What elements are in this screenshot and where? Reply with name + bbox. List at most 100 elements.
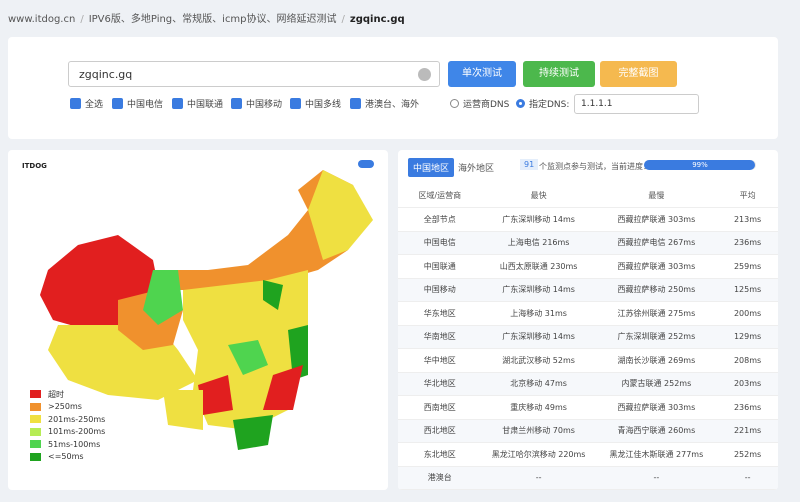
- region: [143, 270, 183, 325]
- checkbox-label: 全选: [85, 100, 104, 110]
- breadcrumb-current: zgqinc.gq: [349, 14, 405, 25]
- table-cell: 236ms: [717, 231, 778, 255]
- table-cell: 港澳台: [398, 466, 482, 490]
- screenshot-button[interactable]: 完整截图: [600, 61, 677, 87]
- table-cell: 重庆移动 49ms: [481, 395, 596, 420]
- table-cell: --: [717, 466, 778, 490]
- table-cell: 甘肃兰州移动 70ms: [481, 419, 596, 443]
- table-cell: 203ms: [717, 372, 778, 396]
- results-card: 中国地区 海外地区 91 个监测点参与测试，当前进度： 99% 区域/运营商 最快…: [398, 150, 778, 490]
- table-cell: 259ms: [717, 254, 778, 279]
- continuous-test-button[interactable]: 持续测试: [523, 61, 595, 87]
- table-cell: 中国联通: [398, 254, 482, 279]
- table-cell: 广东深圳移动 14ms: [481, 278, 596, 302]
- table-cell: 西藏拉萨移动 250ms: [595, 278, 718, 302]
- table-cell: 华中地区: [398, 348, 482, 373]
- region: [163, 390, 203, 430]
- legend-item: 51ms-100ms: [30, 438, 105, 451]
- table-cell: --: [481, 466, 596, 490]
- checkbox[interactable]: 港澳台、海外: [350, 97, 419, 110]
- table-cell: 西北地区: [398, 419, 482, 443]
- table-cell: 西藏拉萨联通 303ms: [595, 395, 718, 420]
- legend-item: 101ms-200ms: [30, 426, 105, 439]
- table-cell: 西藏拉萨电信 267ms: [595, 231, 718, 255]
- region: [228, 340, 268, 375]
- region: [263, 280, 283, 310]
- checkbox[interactable]: 中国电信: [112, 97, 163, 110]
- table-cell: 236ms: [717, 395, 778, 420]
- dns-radio[interactable]: 运营商DNS: [450, 97, 509, 110]
- breadcrumb: www.itdog.cn / IPV6版、多地Ping、常规版、icmp协议、网络延…: [8, 14, 405, 25]
- table-cell: 252ms: [717, 442, 778, 467]
- table-cell: 200ms: [717, 301, 778, 326]
- china-map: [40, 170, 373, 450]
- dns-radio[interactable]: 指定DNS:: [516, 97, 569, 110]
- table-row: 全部节点 广东深圳移动 14ms 西藏拉萨联通 303ms 213ms: [398, 207, 778, 232]
- table-cell: 内蒙古联通 252ms: [595, 372, 718, 396]
- table-row: 中国电信 上海电信 216ms 西藏拉萨电信 267ms 236ms: [398, 231, 778, 255]
- table-row: 中国联通 山西太原联通 230ms 西藏拉萨联通 303ms 259ms: [398, 254, 778, 279]
- table-cell: 上海移动 31ms: [481, 301, 596, 326]
- table-row: 中国移动 广东深圳移动 14ms 西藏拉萨移动 250ms 125ms: [398, 278, 778, 302]
- table-row: 华中地区 湖北武汉移动 52ms 湖南长沙联通 269ms 208ms: [398, 348, 778, 373]
- table-cell: 北京移动 47ms: [481, 372, 596, 396]
- toggle[interactable]: [358, 160, 374, 168]
- radio-label: 运营商DNS: [463, 100, 510, 110]
- table-cell: 全部节点: [398, 207, 482, 232]
- header-cell: 最快: [481, 184, 596, 208]
- table-row: 西北地区 甘肃兰州移动 70ms 青海西宁联通 260ms 221ms: [398, 419, 778, 443]
- checkbox[interactable]: 全选: [70, 97, 103, 110]
- table-cell: 华东地区: [398, 301, 482, 326]
- legend-item: <=50ms: [30, 451, 105, 464]
- legend-label: 51ms-100ms: [48, 439, 101, 449]
- table-cell: 221ms: [717, 419, 778, 443]
- legend-label: 201ms-250ms: [48, 414, 106, 424]
- single-test-button[interactable]: 单次测试: [448, 61, 516, 87]
- search-card: zgqinc.gq 单次测试 持续测试 完整截图 全选 中国电信 中国联通 中国…: [8, 37, 778, 139]
- table-cell: 西藏拉萨联通 303ms: [595, 254, 718, 279]
- table-cell: 东北地区: [398, 442, 482, 467]
- legend-item: >250ms: [30, 401, 105, 414]
- region: [288, 325, 308, 380]
- checkbox-label: 中国联通: [187, 100, 224, 110]
- table-cell: 中国电信: [398, 231, 482, 255]
- table-row: 东北地区 黑龙江哈尔滨移动 220ms 黑龙江佳木斯联通 277ms 252ms: [398, 442, 778, 467]
- region: [308, 170, 373, 260]
- table-cell: 西藏拉萨联通 303ms: [595, 207, 718, 232]
- dns-input[interactable]: 1.1.1.1: [574, 94, 699, 114]
- table-cell: 广东深圳移动 14ms: [481, 207, 596, 232]
- table-cell: 黑龙江哈尔滨移动 220ms: [481, 442, 596, 467]
- tab[interactable]: 海外地区: [458, 164, 495, 174]
- breadcrumb-home[interactable]: www.itdog.cn: [8, 14, 76, 25]
- search-input[interactable]: zgqinc.gq: [68, 61, 440, 87]
- tab-active[interactable]: 中国地区: [408, 158, 455, 177]
- table-cell: 山西太原联通 230ms: [481, 254, 596, 279]
- table-row: 华南地区 广东深圳移动 14ms 广东深圳联通 252ms 129ms: [398, 325, 778, 349]
- results-table: 区域/运营商 最快 最慢 平均 全部节点 广东深圳移动 14ms 西藏拉萨联通 303ms…: [398, 184, 778, 490]
- progress-track: 99%: [644, 160, 756, 170]
- table-cell: 广东深圳联通 252ms: [595, 325, 718, 349]
- breadcrumb-section[interactable]: IPV6版、多地Ping、常规版、icmp协议、网络延迟测试: [88, 14, 337, 25]
- clear-icon[interactable]: [418, 68, 431, 81]
- radio-label: 指定DNS:: [529, 100, 570, 110]
- checkbox[interactable]: 中国多线: [290, 97, 341, 110]
- table-cell: 西南地区: [398, 395, 482, 420]
- table-cell: 湖南长沙联通 269ms: [595, 348, 718, 373]
- map-logo: ITDOG: [22, 162, 47, 170]
- checkbox[interactable]: 中国联通: [172, 97, 223, 110]
- node-count: 91: [520, 159, 539, 170]
- legend-label: >250ms: [48, 402, 82, 412]
- search-value: zgqinc.gq: [79, 68, 133, 81]
- legend-item: 201ms-250ms: [30, 413, 105, 426]
- checkbox-label: 中国移动: [246, 100, 283, 110]
- table-cell: 黑龙江佳木斯联通 277ms: [595, 442, 718, 467]
- region: [198, 375, 233, 415]
- map-card: ITDOG 超时 >250ms 201ms-250ms 101ms-200ms …: [8, 150, 388, 490]
- checkbox-label: 中国多线: [305, 100, 342, 110]
- table-cell: 213ms: [717, 207, 778, 232]
- checkbox[interactable]: 中国移动: [231, 97, 282, 110]
- table-cell: 129ms: [717, 325, 778, 349]
- table-cell: 江苏徐州联通 275ms: [595, 301, 718, 326]
- table-cell: 湖北武汉移动 52ms: [481, 348, 596, 373]
- table-cell: 华南地区: [398, 325, 482, 349]
